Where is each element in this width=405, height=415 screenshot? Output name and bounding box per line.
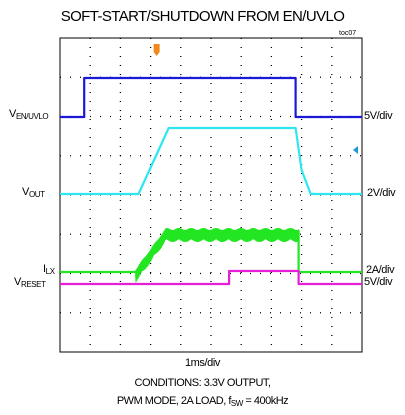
- scale-en: 5V/div: [364, 110, 393, 122]
- trace-ilx: [60, 229, 362, 274]
- figure-id: toc07: [339, 30, 357, 37]
- conditions-line-1: CONDITIONS: 3.3V OUTPUT,: [134, 377, 271, 389]
- channel-label-vout: VOUT: [22, 186, 45, 199]
- trace-en: [60, 76, 362, 119]
- scale-vout: 2V/div: [367, 187, 396, 199]
- channel-label-en: VEN/UVLO: [9, 108, 49, 121]
- trace-reset: [60, 269, 362, 286]
- conditions-line-2: PWM MODE, 2A LOAD, fSW = 400kHz: [116, 395, 289, 408]
- ilx-ripple: [135, 227, 300, 283]
- chart-title: SOFT-START/SHUTDOWN FROM EN/UVLO: [60, 8, 345, 25]
- trace-vout: [60, 126, 362, 196]
- channel-label-ilx: ILX: [43, 263, 55, 276]
- trigger-marker: [153, 44, 160, 56]
- scale-reset: 5V/div: [364, 276, 393, 288]
- channel-label-reset: VRESET: [14, 276, 46, 289]
- time-scale-label: 1ms/div: [184, 357, 221, 369]
- scale-ilx: 2A/div: [366, 264, 395, 276]
- trace-group: [60, 76, 362, 286]
- trigger-level-marker: [353, 146, 358, 154]
- marker-group: [153, 44, 358, 154]
